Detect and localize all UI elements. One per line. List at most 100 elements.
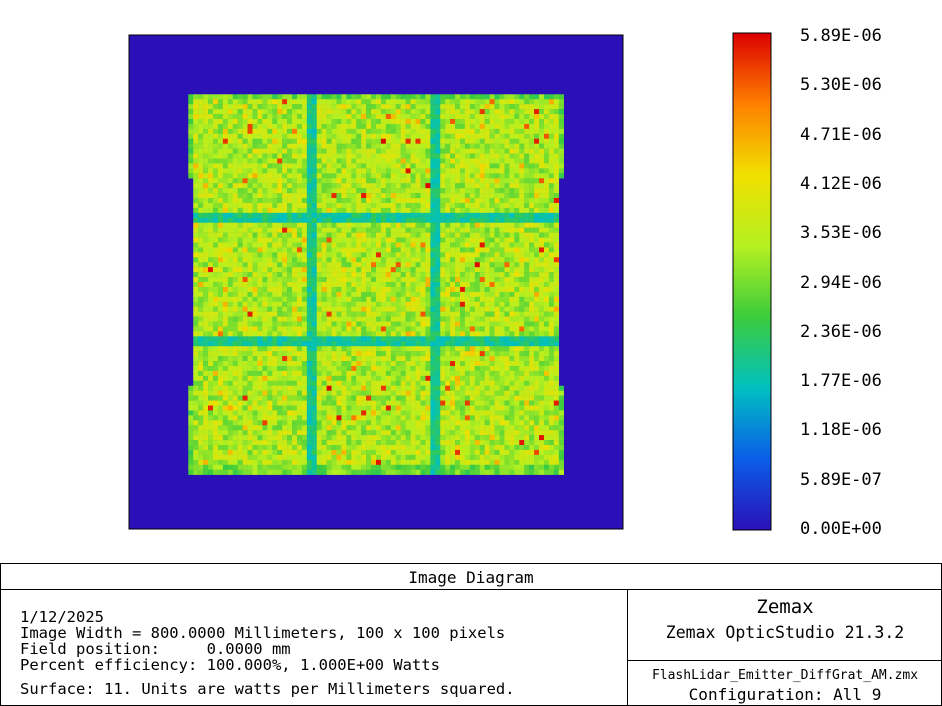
heatmap-cell [321, 173, 327, 179]
heatmap-cell [296, 188, 303, 194]
heatmap-cell [282, 178, 288, 184]
heatmap-cell [420, 99, 426, 105]
heatmap-cell [222, 361, 229, 367]
heatmap-cell [410, 296, 416, 303]
heatmap-cell [524, 148, 530, 154]
heatmap-cell [292, 321, 298, 327]
heatmap-cell [227, 237, 233, 243]
heatmap-cell [474, 385, 480, 391]
heatmap-cell [208, 296, 214, 303]
heatmap-cell [326, 207, 332, 214]
heatmap-cell [366, 336, 372, 342]
heatmap-cell [519, 326, 525, 332]
heatmap-cell [242, 99, 248, 105]
heatmap-cell [356, 306, 362, 312]
heatmap-cell [296, 212, 303, 219]
heatmap-cell [440, 361, 446, 367]
heatmap-cell [311, 321, 317, 327]
heatmap-cell [262, 188, 268, 194]
heatmap-cell [203, 291, 209, 298]
heatmap-cell [371, 301, 377, 307]
heatmap-cell [346, 356, 352, 362]
heatmap-cell [326, 168, 332, 174]
heatmap-cell [296, 296, 303, 303]
heatmap-cell [361, 123, 367, 130]
heatmap-cell [341, 420, 347, 426]
heatmap-cell [450, 247, 456, 253]
heatmap-cell [534, 123, 540, 130]
heatmap-cell [371, 148, 377, 154]
heatmap-cell [232, 326, 238, 332]
heatmap-cell [425, 222, 431, 228]
heatmap-cell [331, 143, 337, 149]
heatmap-cell [331, 163, 337, 169]
heatmap-cell [376, 370, 382, 377]
heatmap-cell [351, 227, 357, 233]
heatmap-cell [543, 336, 550, 342]
heatmap-cell [479, 311, 485, 317]
heatmap-cell [440, 173, 446, 179]
heatmap-cell [301, 232, 308, 238]
heatmap-cell [415, 316, 421, 322]
heatmap-cell [435, 128, 441, 135]
heatmap-cell [306, 198, 313, 204]
heatmap-cell [267, 390, 273, 396]
heatmap-cell [420, 109, 426, 115]
heatmap-cell [316, 410, 322, 416]
heatmap-cell [316, 133, 322, 139]
heatmap-cell [430, 94, 436, 100]
heatmap-cell [232, 277, 238, 283]
heatmap-cell [534, 198, 540, 204]
heatmap-cell [267, 370, 273, 377]
heatmap-cell [534, 168, 540, 174]
heatmap-cell [247, 282, 253, 288]
heatmap-cell [212, 257, 219, 263]
heatmap-cell [212, 217, 219, 223]
heatmap-cell [484, 207, 490, 214]
heatmap-cell [242, 138, 248, 144]
heatmap-cell [257, 301, 263, 307]
heatmap-cell [390, 277, 397, 283]
heatmap-cell [301, 133, 308, 139]
heatmap-cell [356, 237, 362, 243]
heatmap-cell [504, 193, 510, 199]
heatmap-cell [282, 282, 288, 288]
heatmap-cell [420, 277, 426, 283]
heatmap-cell [524, 94, 530, 100]
heatmap-cell [301, 326, 308, 332]
heatmap-cell [479, 296, 485, 303]
heatmap-cell [455, 222, 461, 228]
heatmap-cell [504, 252, 510, 258]
heatmap-cell [376, 321, 382, 327]
heatmap-cell [469, 247, 476, 253]
heatmap-cell [336, 420, 342, 426]
heatmap-cell [296, 356, 303, 362]
heatmap-cell [479, 123, 485, 130]
heatmap-cell [227, 277, 233, 283]
heatmap-cell [415, 405, 421, 411]
heatmap-cell [553, 173, 560, 179]
heatmap-cell [217, 247, 224, 253]
heatmap-cell [301, 365, 308, 372]
heatmap-cell [420, 370, 426, 377]
heatmap-cell [400, 158, 406, 164]
heatmap-cell [430, 341, 436, 347]
heatmap-cell [198, 158, 204, 164]
heatmap-cell [311, 109, 317, 115]
heatmap-cell [519, 99, 525, 105]
heatmap-cell [331, 133, 337, 139]
heatmap-cell [499, 133, 505, 139]
heatmap-cell [252, 217, 258, 223]
heatmap-cell [232, 237, 238, 243]
heatmap-cell [301, 118, 308, 125]
heatmap-cell [474, 331, 480, 337]
heatmap-cell [479, 306, 485, 312]
heatmap-cell [282, 128, 288, 135]
heatmap-cell [301, 114, 308, 120]
heatmap-cell [361, 262, 367, 268]
heatmap-cell [326, 247, 332, 253]
heatmap-cell [459, 193, 466, 199]
heatmap-cell [420, 222, 426, 228]
heatmap-cell [301, 390, 308, 396]
heatmap-cell [336, 227, 342, 233]
